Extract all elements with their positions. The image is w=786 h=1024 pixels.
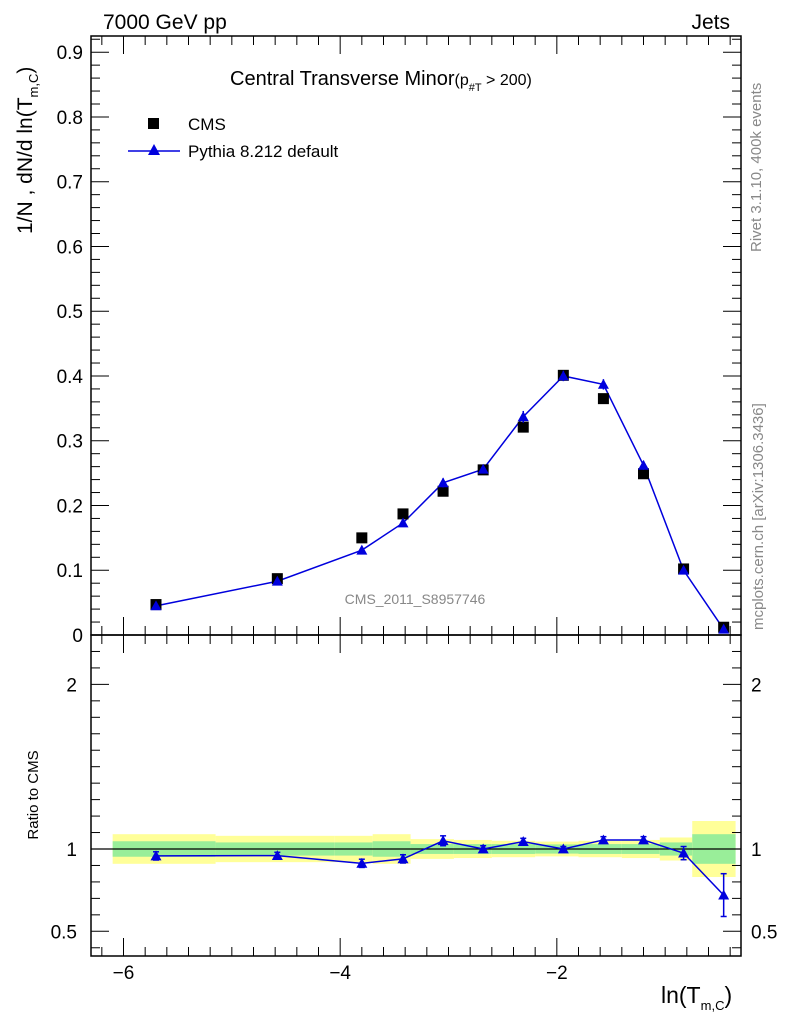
pythia-data-point: [477, 463, 489, 474]
plot-title-cut: (p: [455, 72, 469, 89]
pythia-data-point: [397, 517, 409, 528]
watermark-text: CMS_2011_S8957746: [345, 591, 486, 607]
pythia-data-point: [271, 575, 283, 586]
x-tick-label: −4: [329, 963, 351, 984]
y-tick-label: 0.4: [57, 367, 84, 388]
pythia-data-point: [517, 411, 529, 422]
ratio-data-point: [477, 843, 489, 854]
x-label-sub: m,C: [701, 998, 725, 1013]
ratio-data-point: [597, 834, 609, 845]
ratio-y-tick-label: 0.5: [51, 922, 77, 943]
ratio-data-point: [718, 889, 730, 900]
main-y-label-sub: m,C: [26, 74, 41, 98]
cms-data-point: [437, 485, 449, 497]
ratio-data-point: [397, 853, 409, 864]
main-data-layer: [150, 369, 730, 634]
plot-title-tail: > 200): [482, 72, 532, 89]
pythia-data-point: [597, 378, 609, 389]
y-tick-label: 0.7: [57, 173, 83, 194]
plot-title-main: Central Transverse Minor: [230, 68, 455, 90]
main-ticks: 0 0.1 0.2 0.3 0.4 0.5 0.6 0.7 0.8 0.9: [57, 36, 741, 647]
pythia-data-point: [557, 370, 569, 381]
main-y-axis-label: 1/N , dN/d ln(Tm,C): [14, 67, 41, 234]
pythia-data-point: [718, 623, 730, 634]
ratio-data-point: [517, 836, 529, 846]
x-tick-label: −2: [546, 963, 568, 984]
header-left-text: 7000 GeV pp: [103, 11, 227, 34]
y-tick-label: 0.8: [57, 108, 83, 129]
main-y-label-text: 1/N , dN/d ln(T: [14, 97, 37, 234]
y-tick-label: 0.5: [57, 302, 83, 323]
legend-label-mc: Pythia 8.212 default: [188, 142, 339, 161]
ratio-y-tick-label: 2: [66, 675, 77, 696]
ratio-ticks: 0.5 0.5 1 1 2 2 −6 −4 −2: [51, 635, 777, 984]
x-axis-label: ln(Tm,C): [661, 982, 732, 1013]
main-panel: 0 0.1 0.2 0.3 0.4 0.5 0.6 0.7 0.8 0.9 Central Tra…: [14, 35, 742, 647]
pythia-data-point: [678, 564, 690, 575]
cms-data-point: [638, 468, 649, 480]
rivet-side-text: Rivet 3.1.10, 400k events: [748, 83, 765, 252]
ratio-data-point: [638, 834, 649, 845]
mcplots-side-text: mcplots.cern.ch [arXiv:1306.3436]: [750, 403, 767, 630]
pythia-data-point: [356, 544, 368, 555]
ratio-y-tick-label-right: 2: [751, 675, 762, 696]
ratio-y-tick-label-right: 1: [751, 840, 762, 861]
ratio-data-point: [678, 847, 690, 858]
y-tick-label: 0.9: [57, 43, 83, 64]
ratio-panel: 0.5 0.5 1 1 2 2 −6 −4 −2 Ratio to CMS ln(Tm,C): [25, 634, 777, 1013]
legend-label-cms: CMS: [188, 115, 226, 134]
ratio-data-point: [356, 857, 368, 868]
ratio-y-axis-label: Ratio to CMS: [25, 750, 42, 839]
y-tick-label: 0.6: [57, 237, 83, 258]
main-y-label-tail: ): [14, 67, 37, 74]
ratio-series-line: [155, 839, 725, 896]
ratio-band-layer: [91, 821, 741, 877]
cms-data-point: [397, 508, 409, 520]
legend: CMS Pythia 8.212 default: [128, 115, 339, 161]
cms-data-point: [517, 421, 529, 433]
pythia-data-point: [638, 459, 649, 470]
ratio-data-layer: [150, 834, 730, 918]
ratio-y-tick-label-right: 0.5: [751, 922, 777, 943]
pythia-data-point: [150, 600, 162, 611]
cms-data-point: [597, 393, 609, 405]
ratio-frame: [90, 634, 742, 957]
x-label-text: ln(T: [661, 982, 701, 1008]
y-tick-label: 0.1: [57, 561, 83, 582]
series-line-pythia: [155, 375, 725, 630]
header-right-text: Jets: [691, 11, 730, 34]
legend-marker-mc: [148, 144, 160, 155]
pythia-data-point: [437, 477, 449, 488]
x-tick-label: −6: [113, 963, 135, 984]
ratio-data-point: [150, 850, 162, 861]
ratio-y-tick-label: 1: [66, 840, 77, 861]
plot-title: Central Transverse Minor(p#T > 200): [230, 68, 532, 94]
legend-marker-cms: [148, 118, 159, 129]
cms-data-point: [356, 532, 368, 544]
y-tick-label: 0.2: [57, 496, 83, 517]
plot-title-sub: #T: [469, 82, 482, 94]
y-tick-label: 0: [72, 626, 83, 647]
ratio-data-point: [437, 835, 449, 846]
x-label-tail: ): [724, 982, 732, 1008]
ratio-data-point: [271, 850, 283, 860]
y-tick-label: 0.3: [57, 432, 83, 453]
ratio-data-point: [557, 843, 569, 854]
